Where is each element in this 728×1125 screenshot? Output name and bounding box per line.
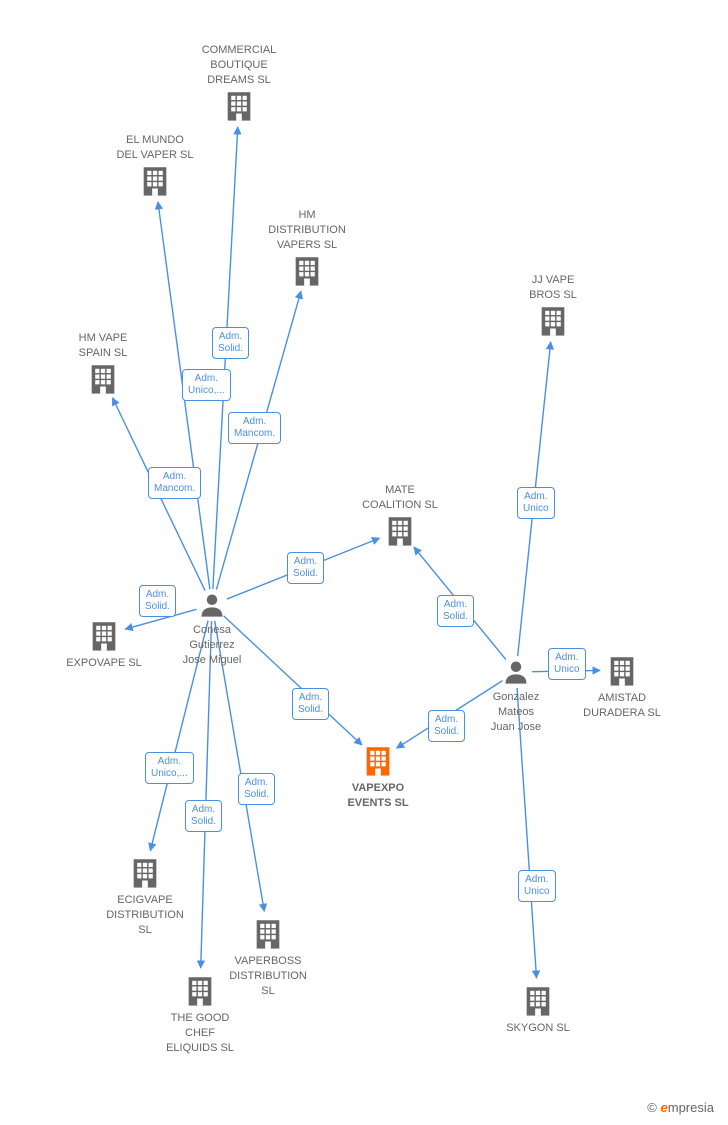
building-icon	[536, 303, 570, 337]
node-elmundo[interactable]: EL MUNDODEL VAPER SL	[95, 129, 215, 197]
node-skygon[interactable]: SKYGON SL	[478, 983, 598, 1036]
edge-label: Adm.Solid.	[437, 595, 474, 627]
edge-label: Adm.Solid.	[212, 327, 249, 359]
building-icon	[183, 973, 217, 1007]
person-icon	[198, 591, 226, 619]
building-icon	[86, 361, 120, 395]
node-hmdist[interactable]: HMDISTRIBUTIONVAPERS SL	[247, 204, 367, 287]
node-label: EL MUNDODEL VAPER SL	[95, 133, 215, 163]
node-label: HMDISTRIBUTIONVAPERS SL	[247, 208, 367, 253]
building-icon	[222, 88, 256, 122]
edge-label: Adm.Solid.	[139, 585, 176, 617]
edge-label: Adm.Unico	[518, 870, 556, 902]
building-icon	[251, 916, 285, 950]
edge-label: Adm.Solid.	[287, 552, 324, 584]
edge-label: Adm.Unico	[517, 487, 555, 519]
building-icon	[605, 653, 639, 687]
node-vapexpo[interactable]: VAPEXPOEVENTS SL	[318, 743, 438, 811]
node-expovape[interactable]: EXPOVAPE SL	[44, 618, 164, 671]
node-ecigvape[interactable]: ECIGVAPEDISTRIBUTIONSL	[85, 855, 205, 938]
node-label: ECIGVAPEDISTRIBUTIONSL	[85, 893, 205, 938]
building-icon	[361, 743, 395, 777]
edge-label: Adm.Solid.	[238, 773, 275, 805]
node-label: ConesaGutierrezJose Miguel	[152, 623, 272, 668]
edge-label: Adm.Unico,...	[182, 369, 231, 401]
node-label: JJ VAPEBROS SL	[493, 273, 613, 303]
building-icon	[521, 983, 555, 1017]
edge-label: Adm.Mancom.	[228, 412, 281, 444]
building-icon	[128, 855, 162, 889]
network-diagram: COMMERCIALBOUTIQUEDREAMS SL EL MUNDODEL …	[0, 0, 728, 1125]
edge-label: Adm.Solid.	[428, 710, 465, 742]
edge-label: Adm.Mancom.	[148, 467, 201, 499]
building-icon	[383, 513, 417, 547]
building-icon	[87, 618, 121, 652]
node-mate[interactable]: MATECOALITION SL	[340, 479, 460, 547]
node-label: COMMERCIALBOUTIQUEDREAMS SL	[179, 43, 299, 88]
person-icon	[502, 658, 530, 686]
brand-e: e	[661, 1100, 668, 1115]
node-commercial[interactable]: COMMERCIALBOUTIQUEDREAMS SL	[179, 39, 299, 122]
edge-label: Adm.Unico,...	[145, 752, 194, 784]
node-goodchef[interactable]: THE GOODCHEFELIQUIDS SL	[140, 973, 260, 1056]
node-label: MATECOALITION SL	[340, 483, 460, 513]
node-hmvape[interactable]: HM VAPESPAIN SL	[43, 327, 163, 395]
node-label: SKYGON SL	[478, 1021, 598, 1036]
edge-label: Adm.Unico	[548, 648, 586, 680]
node-label: VAPEXPOEVENTS SL	[318, 781, 438, 811]
footer-copyright: © empresia	[647, 1100, 714, 1115]
node-label: THE GOODCHEFELIQUIDS SL	[140, 1011, 260, 1056]
edge-label: Adm.Solid.	[292, 688, 329, 720]
brand-rest: mpresia	[668, 1100, 714, 1115]
building-icon	[138, 163, 172, 197]
copyright-symbol: ©	[647, 1100, 657, 1115]
edge-label: Adm.Solid.	[185, 800, 222, 832]
node-label: HM VAPESPAIN SL	[43, 331, 163, 361]
node-label: AMISTADDURADERA SL	[562, 691, 682, 721]
node-label: GonzalezMateosJuan Jose	[456, 690, 576, 735]
building-icon	[290, 253, 324, 287]
node-jjvape[interactable]: JJ VAPEBROS SL	[493, 269, 613, 337]
node-label: EXPOVAPE SL	[44, 656, 164, 671]
